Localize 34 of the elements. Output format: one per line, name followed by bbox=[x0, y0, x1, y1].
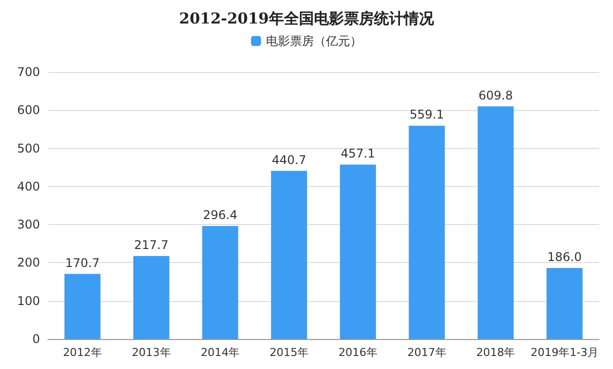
data-label: 217.7 bbox=[134, 238, 168, 252]
bar bbox=[408, 126, 445, 339]
y-tick-label: 500 bbox=[17, 141, 40, 156]
x-tick-label: 2014年 bbox=[200, 346, 240, 359]
data-label: 186.0 bbox=[547, 250, 582, 264]
data-label: 296.4 bbox=[203, 208, 238, 222]
data-label: 170.7 bbox=[65, 256, 100, 270]
data-label: 440.7 bbox=[272, 152, 306, 167]
chart-title: 2012-2019年全国电影票房统计情况 bbox=[179, 10, 435, 28]
x-tick-label: 2018年 bbox=[476, 346, 516, 359]
y-tick-label: 100 bbox=[17, 294, 40, 308]
x-tick-label: 2017年 bbox=[407, 346, 446, 359]
y-tick-label: 0 bbox=[32, 332, 40, 346]
y-tick-label: 200 bbox=[17, 256, 40, 270]
y-tick-label: 600 bbox=[17, 103, 40, 118]
bar bbox=[64, 274, 100, 339]
x-tick-label: 2015年 bbox=[270, 346, 309, 359]
x-tick-label: 2013年 bbox=[132, 346, 171, 359]
bar bbox=[340, 164, 376, 339]
data-label: 457.1 bbox=[340, 146, 376, 161]
x-tick-label: 2019年1-3月 bbox=[530, 346, 599, 359]
data-label: 609.8 bbox=[478, 88, 513, 102]
bar bbox=[546, 268, 583, 339]
legend-label: 电影票房（亿元） bbox=[266, 34, 362, 48]
bar bbox=[271, 170, 308, 339]
y-tick-label: 400 bbox=[17, 179, 40, 194]
bar bbox=[478, 106, 514, 339]
y-tick-label: 300 bbox=[17, 218, 40, 232]
bar bbox=[133, 256, 170, 339]
data-label: 559.1 bbox=[410, 108, 444, 122]
bar bbox=[202, 226, 238, 339]
x-tick-label: 2016年 bbox=[338, 346, 378, 359]
y-tick-label: 700 bbox=[17, 65, 40, 79]
x-tick-label: 2012年 bbox=[62, 346, 102, 359]
